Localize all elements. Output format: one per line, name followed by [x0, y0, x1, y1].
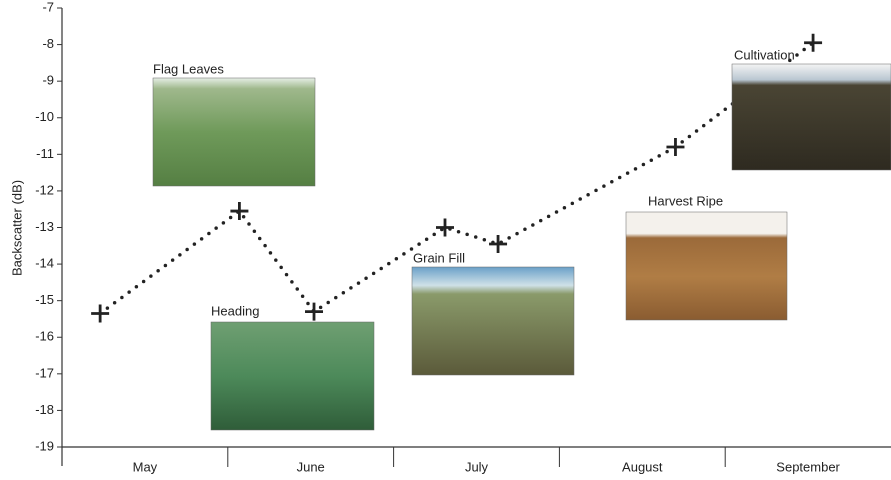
photo	[411, 266, 575, 376]
annotation: Flag Leaves	[153, 61, 224, 76]
y-tick-label: -11	[36, 146, 54, 161]
y-axis-label: Backscatter (dB)	[9, 180, 24, 276]
point	[435, 218, 454, 237]
point	[489, 234, 508, 253]
y-tick-label: -13	[35, 219, 54, 234]
annotation: Grain Fill	[413, 250, 465, 265]
y-tick-label: -19	[35, 438, 54, 453]
x-tick-label: June	[297, 459, 325, 474]
point	[230, 202, 249, 221]
x-tick-label: September	[776, 459, 840, 474]
point	[804, 33, 823, 52]
y-tick-label: -12	[35, 182, 54, 197]
photo	[152, 77, 316, 187]
point	[305, 302, 324, 321]
y-tick-label: -8	[42, 36, 54, 51]
point	[91, 304, 110, 323]
y-tick-label: -9	[42, 73, 54, 88]
x-tick-label: May	[133, 459, 158, 474]
photo	[210, 321, 375, 431]
annotation: Heading	[211, 303, 259, 318]
y-tick-label: -10	[35, 109, 54, 124]
point	[666, 138, 685, 157]
photo	[731, 63, 891, 171]
annotation: Cultivation	[734, 47, 795, 62]
x-tick-label: August	[622, 459, 663, 474]
photo	[625, 211, 788, 321]
annotation: Harvest Ripe	[648, 193, 723, 208]
x-tick-label: July	[465, 459, 489, 474]
y-tick-label: -16	[35, 329, 54, 344]
y-tick-label: -15	[35, 292, 54, 307]
y-tick-label: -7	[42, 0, 54, 14]
y-tick-label: -18	[35, 402, 54, 417]
y-tick-label: -17	[35, 365, 54, 380]
y-tick-label: -14	[35, 256, 54, 271]
